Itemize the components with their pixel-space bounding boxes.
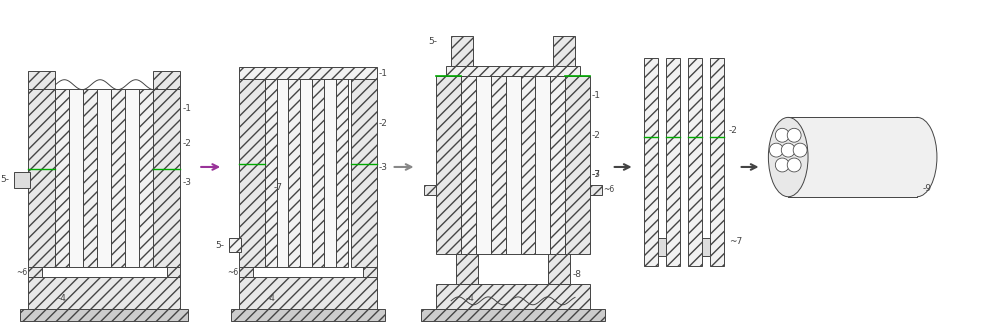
Text: -3: -3 (182, 178, 191, 187)
Bar (451, 36, 473, 66)
Text: ~6: ~6 (16, 267, 27, 277)
Text: -1: -1 (182, 104, 191, 113)
Bar (666, 58, 680, 266)
Bar (535, 76, 550, 254)
Circle shape (775, 128, 789, 142)
Circle shape (781, 143, 795, 157)
Bar (28, 277, 180, 309)
Bar (153, 89, 180, 267)
Bar (521, 76, 535, 254)
Bar (231, 309, 385, 321)
Circle shape (787, 158, 801, 172)
Bar (456, 254, 478, 284)
Circle shape (775, 158, 789, 172)
Text: 5-: 5- (428, 37, 437, 45)
Bar (702, 238, 710, 256)
Text: -2: -2 (729, 126, 738, 135)
Text: ~6: ~6 (603, 185, 614, 194)
Bar (239, 79, 265, 267)
Bar (550, 76, 565, 254)
Bar (590, 185, 602, 195)
Bar (139, 89, 153, 267)
Bar (20, 309, 188, 321)
Bar (421, 309, 605, 321)
Circle shape (787, 128, 801, 142)
Text: 5-: 5- (215, 241, 224, 250)
Text: ~6: ~6 (227, 267, 238, 277)
Bar (265, 79, 277, 267)
Bar (446, 66, 580, 76)
Text: ~7: ~7 (729, 237, 742, 246)
Bar (97, 89, 111, 267)
Bar (710, 58, 724, 266)
Bar (28, 267, 42, 277)
Ellipse shape (897, 117, 937, 197)
Bar (229, 238, 241, 252)
Bar (506, 76, 521, 254)
Bar (300, 79, 312, 267)
Text: -9: -9 (922, 184, 931, 193)
Bar (239, 267, 253, 277)
Text: -2: -2 (379, 119, 388, 128)
Bar (14, 172, 30, 188)
Text: -1: -1 (592, 91, 601, 100)
Bar (351, 79, 377, 267)
Bar (436, 76, 461, 254)
Bar (688, 58, 702, 266)
Text: -7: -7 (274, 183, 283, 192)
Text: -1: -1 (379, 69, 388, 78)
Text: -3: -3 (379, 164, 388, 172)
Bar (239, 67, 377, 79)
Bar (83, 89, 97, 267)
Bar (565, 76, 590, 254)
Text: 5-: 5- (0, 175, 9, 184)
Bar (658, 238, 666, 256)
Bar (476, 76, 491, 254)
Bar (461, 76, 476, 254)
Bar (69, 89, 83, 267)
Bar (277, 79, 288, 267)
Ellipse shape (768, 117, 808, 197)
Bar (288, 79, 300, 267)
Text: -8: -8 (572, 269, 581, 279)
Bar (548, 254, 570, 284)
Bar (125, 89, 139, 267)
Bar (424, 185, 436, 195)
Bar (644, 58, 658, 266)
Text: -7: -7 (592, 170, 601, 180)
Circle shape (769, 143, 783, 157)
Bar (28, 89, 55, 267)
Circle shape (793, 143, 807, 157)
Bar (55, 89, 69, 267)
Bar (28, 71, 55, 89)
Bar (239, 277, 377, 309)
Bar (436, 284, 590, 309)
Bar (167, 267, 180, 277)
Text: -2: -2 (182, 139, 191, 148)
Text: -4: -4 (57, 294, 66, 303)
Bar (111, 89, 125, 267)
Text: -4: -4 (466, 294, 475, 303)
Bar (336, 79, 348, 267)
Bar (312, 79, 324, 267)
Bar (324, 79, 336, 267)
Bar (153, 71, 180, 89)
Bar (491, 76, 506, 254)
Text: -2: -2 (592, 131, 601, 140)
Text: -4: -4 (267, 294, 276, 303)
Text: -3: -3 (592, 170, 601, 180)
Bar (788, 117, 917, 197)
Bar (553, 36, 575, 66)
Bar (363, 267, 377, 277)
